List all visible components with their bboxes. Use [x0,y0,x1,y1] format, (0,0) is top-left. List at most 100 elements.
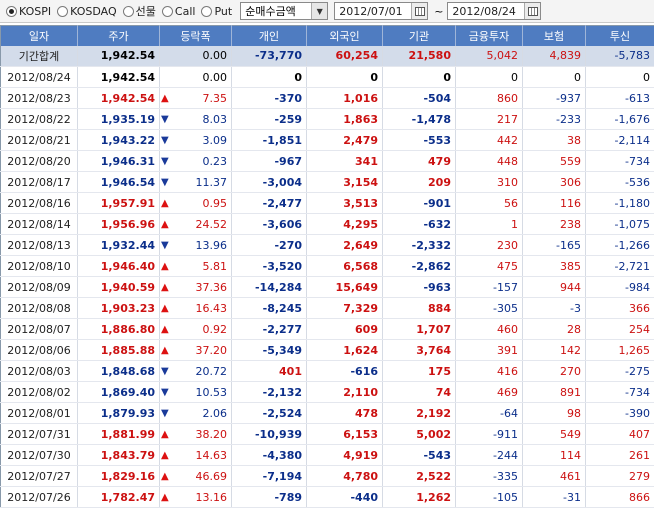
cell-individual: -2,477 [232,193,307,214]
date-to-value: 2012/08/24 [448,5,524,18]
cell-foreign: 478 [307,403,383,424]
cell-price: 1,869.40 [78,382,160,403]
date-from-field[interactable]: 2012/07/01 [334,2,428,20]
cell-institution: 479 [383,151,456,172]
cell-institution: 175 [383,361,456,382]
cell-financial-investment: -244 [456,445,523,466]
cell-financial-investment: 1 [456,214,523,235]
cell-investment-trust: 866 [586,487,654,508]
column-header-institution[interactable]: 기관 [383,26,456,46]
market-radio-kospi[interactable]: KOSPI [6,5,51,18]
cell-foreign: 4,919 [307,445,383,466]
cell-financial-investment: 448 [456,151,523,172]
cell-date: 2012/07/27 [1,466,78,487]
date-to-calendar-button[interactable] [524,3,540,19]
cell-institution: -901 [383,193,456,214]
cell-investment-trust: -1,075 [586,214,654,235]
column-header-insurance[interactable]: 보험 [523,26,586,46]
cell-institution: 884 [383,298,456,319]
cell-financial-investment: 0 [456,67,523,88]
cell-change: ▼ 20.72 [160,361,232,382]
cell-financial-investment: 860 [456,88,523,109]
cell-financial-investment: 5,042 [456,46,523,67]
up-arrow-icon: ▲ [160,450,172,461]
down-arrow-icon: ▼ [160,387,172,398]
column-header-date[interactable]: 일자 [1,26,78,46]
cell-change: ▲13.16 [160,487,232,508]
market-radio-put[interactable]: Put [201,5,232,18]
cell-insurance: -31 [523,487,586,508]
cell-institution: 209 [383,172,456,193]
date-to-field[interactable]: 2012/08/24 [447,2,541,20]
amount-type-select[interactable]: 순매수금액 ▼ [240,2,328,20]
cell-financial-investment: -105 [456,487,523,508]
cell-price: 1,942.54 [78,46,160,67]
column-header-foreign[interactable]: 외국인 [307,26,383,46]
column-header-investment-trust[interactable]: 투신 [586,26,654,46]
cell-financial-investment: 416 [456,361,523,382]
cell-price: 1,940.59 [78,277,160,298]
column-header-financial-investment[interactable]: 금융투자 [456,26,523,46]
change-value: 3.09 [203,134,228,147]
cell-investment-trust: -984 [586,277,654,298]
chevron-down-icon[interactable]: ▼ [311,3,327,19]
cell-foreign: 2,110 [307,382,383,403]
cell-date: 2012/08/02 [1,382,78,403]
cell-foreign: 3,154 [307,172,383,193]
change-value: 13.96 [196,239,228,252]
cell-financial-investment: 56 [456,193,523,214]
cell-financial-investment: 391 [456,340,523,361]
radio-label: Call [175,5,196,18]
cell-insurance: 0 [523,67,586,88]
market-radio-kosdaq[interactable]: KOSDAQ [57,5,117,18]
cell-individual: -3,520 [232,256,307,277]
cell-insurance: -165 [523,235,586,256]
amount-type-value: 순매수금액 [241,3,311,19]
down-arrow-icon: ▼ [160,114,172,125]
column-header-change[interactable]: 등락폭 [160,26,232,46]
cell-foreign: 4,780 [307,466,383,487]
cell-date: 2012/08/10 [1,256,78,277]
column-header-price[interactable]: 주가 [78,26,160,46]
cell-change: ▲37.20 [160,340,232,361]
down-arrow-icon: ▼ [160,366,172,377]
market-radio-futures[interactable]: 선물 [123,3,156,19]
cell-investment-trust: 1,265 [586,340,654,361]
cell-individual: -2,132 [232,382,307,403]
cell-individual: 401 [232,361,307,382]
cell-financial-investment: 469 [456,382,523,403]
market-radio-call[interactable]: Call [162,5,196,18]
cell-price: 1,946.31 [78,151,160,172]
cell-change: ▼8.03 [160,109,232,130]
cell-price: 1,829.16 [78,466,160,487]
cell-change: ▼3.09 [160,130,232,151]
date-from-calendar-button[interactable] [411,3,427,19]
cell-foreign: 6,568 [307,256,383,277]
radio-indicator [6,6,17,17]
change-value: 20.72 [196,365,228,378]
column-header-individual[interactable]: 개인 [232,26,307,46]
